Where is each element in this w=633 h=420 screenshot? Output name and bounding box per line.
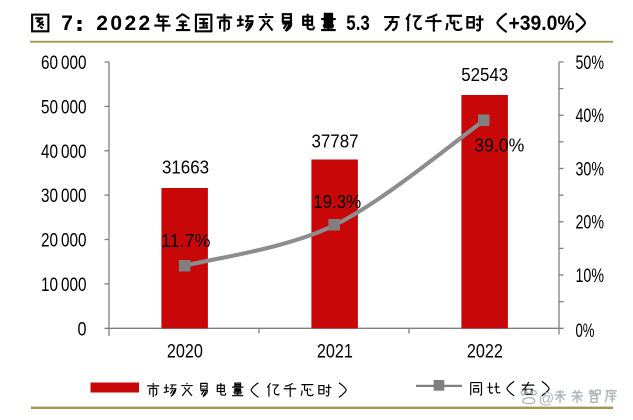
svg-text:10 000: 10 000 [41, 274, 87, 296]
svg-text:60 000: 60 000 [41, 52, 87, 74]
svg-text:2021: 2021 [317, 341, 353, 363]
svg-text:50 000: 50 000 [41, 96, 87, 118]
svg-text:+39.0%: +39.0% [509, 12, 575, 35]
svg-text:40%: 40% [576, 105, 605, 127]
svg-text:30%: 30% [576, 158, 605, 180]
svg-text:52543: 52543 [461, 64, 508, 85]
svg-text:37787: 37787 [312, 131, 359, 152]
svg-text:19.3%: 19.3% [313, 191, 361, 212]
svg-text:2022: 2022 [96, 12, 152, 35]
svg-text:39.0%: 39.0% [474, 134, 524, 155]
svg-text:20 000: 20 000 [41, 230, 87, 252]
svg-text:10%: 10% [576, 265, 605, 287]
svg-text:0%: 0% [576, 320, 595, 342]
svg-text:11.7%: 11.7% [161, 230, 211, 251]
svg-text:0: 0 [78, 318, 87, 340]
svg-text:20%: 20% [576, 212, 605, 234]
svg-text:31663: 31663 [162, 157, 209, 178]
svg-text:40 000: 40 000 [41, 141, 87, 163]
svg-text:2022: 2022 [467, 341, 503, 363]
svg-text:50%: 50% [576, 52, 605, 74]
svg-text:@: @ [539, 391, 555, 408]
svg-text:2020: 2020 [167, 341, 203, 363]
svg-text:30 000: 30 000 [41, 185, 87, 207]
svg-text:5.3: 5.3 [346, 12, 370, 35]
svg-text:7: 7 [61, 12, 73, 35]
